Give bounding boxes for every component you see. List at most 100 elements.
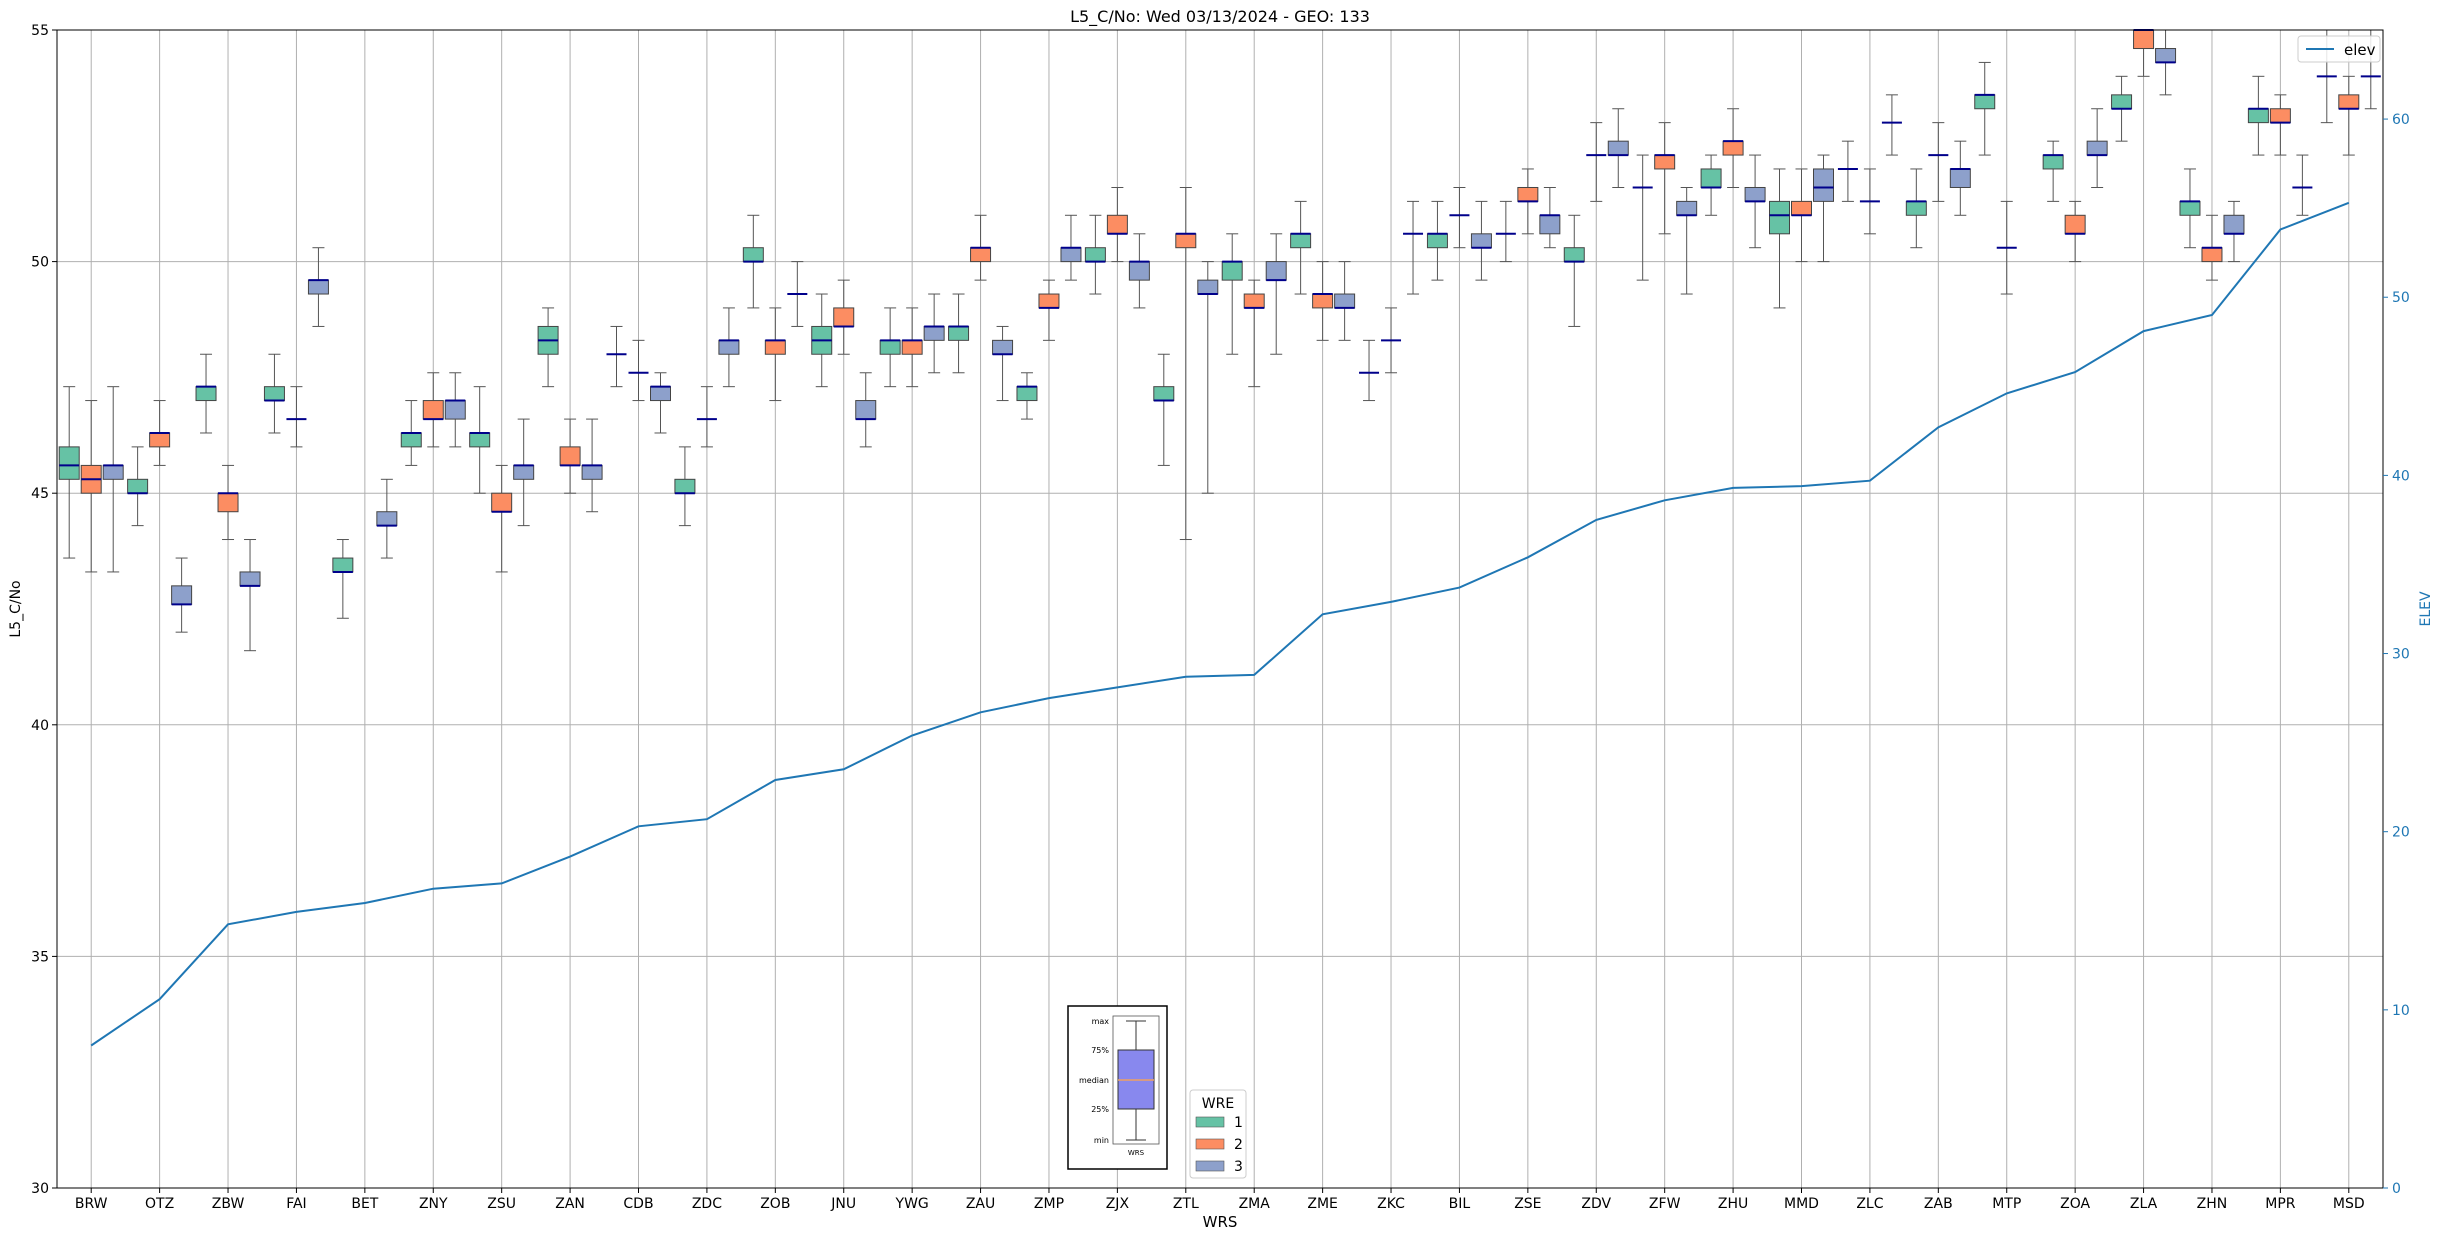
y2-tick-label: 30 [2392,647,2410,663]
box-1-zsu [469,386,491,494]
box-body [513,464,535,480]
box-body [102,464,124,480]
box-3-mpr [2292,154,2313,216]
y-tick-label: 35 [31,949,49,965]
y2-tick-label: 50 [2392,290,2410,306]
box-3-zdv [1607,108,1629,188]
box-body [1744,186,1766,202]
box-body [742,247,764,263]
box-body [970,247,992,263]
y-tick-label: 45 [31,486,49,502]
box-1-otz [127,446,149,527]
wre-legend-swatch-3 [1195,1160,1225,1172]
box-2-zdc [696,386,717,448]
box-1-zfw [1632,154,1653,281]
box-body [674,478,696,494]
box-body [195,386,217,402]
box-2-mpr [2269,94,2291,156]
box-3-zdc [718,307,740,388]
box-key-label-min: min [1094,1136,1109,1145]
box-1-zdc [674,446,696,527]
x-tick-label: BET [351,1196,378,1212]
box-1-fai [263,353,285,434]
box-3-zbw [239,539,261,652]
box-1-zme [1290,200,1312,295]
box-body [149,432,171,448]
box-3-zny [444,372,466,448]
box-body [833,307,855,327]
box-2-zan [559,418,581,494]
chart-title: L5_C/No: Wed 03/13/2024 - GEO: 133 [1070,7,1370,27]
x-tick-label: ZSE [1514,1196,1541,1212]
box-3-zkc [1403,200,1424,295]
box-3-zau [992,325,1014,402]
box-2-bil [1449,186,1470,249]
box-body [263,386,285,402]
box-body [1517,186,1539,202]
box-1-zdv [1563,214,1585,327]
box-1-zla [2111,75,2133,142]
box-1-mmd [1769,168,1790,309]
x-tick-label: BRW [75,1196,108,1212]
x-tick-label: CDB [623,1196,653,1212]
x-tick-label: OTZ [145,1196,174,1212]
wre-legend-title: WRE [1202,1096,1234,1112]
x-tick-label: MSD [2333,1196,2365,1212]
box-2-zse [1517,168,1539,235]
box-body [1175,233,1197,249]
box-body [1676,200,1698,216]
box-body [1470,233,1492,249]
box-3-zlc [1881,94,1902,156]
x-tick-label: ZSU [487,1196,516,1212]
box-2-fai [286,386,307,448]
x-tick-label: ZDC [692,1196,722,1212]
elev-legend: elev [2297,35,2381,63]
box-body [422,400,444,420]
box-key-outline [1112,1015,1160,1145]
box-1-mtp [1974,61,1996,156]
x-tick-label: JNU [830,1196,856,1212]
x-tick-label: ZOA [2060,1196,2090,1212]
box-body [855,400,877,420]
x-tick-label: ZFW [1649,1196,1681,1212]
box-2-msd [2338,75,2360,156]
box-body [559,446,581,466]
box-body [581,464,603,480]
y2-tick-label: 60 [2392,112,2410,128]
y2-tick-label: 0 [2392,1181,2401,1197]
box-body [764,339,786,355]
box-body [718,339,740,355]
box-3-zob [787,261,808,327]
x-tick-label: MTP [1992,1196,2021,1212]
box-key-inset: max 75% median 25% min WRS [1067,1005,1168,1170]
box-body [376,511,398,527]
box-body [1265,261,1287,281]
y2-tick-label: 40 [2392,468,2410,484]
box-3-ywg [923,293,945,374]
box-3-zma [1265,233,1287,355]
wre-legend-swatch-1 [1195,1116,1225,1128]
box-3-mmd [1813,154,1834,263]
box-3-zme [1334,261,1356,341]
box-1-zmp [1016,372,1038,420]
box-body [1426,233,1448,249]
box-2-cdb [628,339,649,402]
y-tick-label: 55 [31,23,49,39]
box-2-zdv [1586,122,1607,202]
x-tick-label: ZKC [1377,1196,1405,1212]
box-2-zmp [1038,279,1060,341]
x-tick-label: ZDV [1581,1196,1611,1212]
box-1-zoa [2042,140,2064,202]
box-body [1038,293,1060,309]
x-tick-label: ZTL [1173,1196,1199,1212]
box-3-bil [1470,200,1492,281]
y-tick-label: 30 [31,1181,49,1197]
box-1-ztl [1153,353,1175,466]
y-axis-label: L5_C/No [8,580,24,637]
box-body [901,339,923,355]
box-3-zoa [2086,108,2108,188]
box-2-jnu [833,279,855,355]
box-body [923,325,945,341]
box-body [1654,154,1676,170]
